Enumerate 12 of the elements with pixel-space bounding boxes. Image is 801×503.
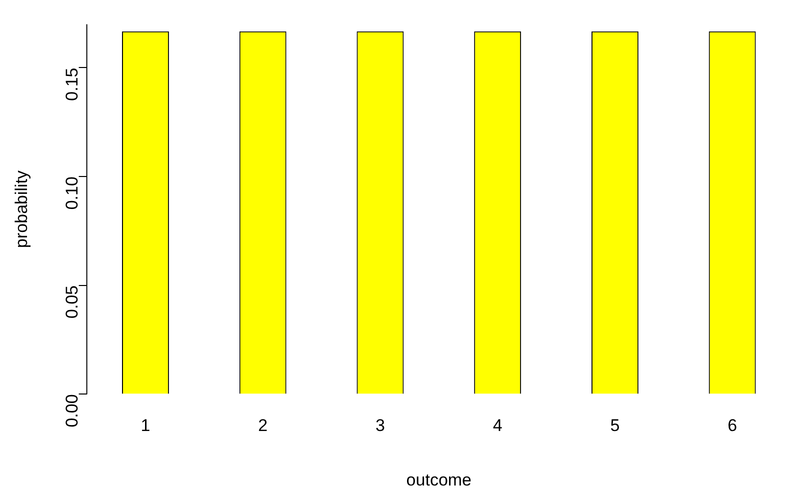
y-axis-title: probability (12, 170, 31, 248)
x-axis-title: outcome (406, 470, 472, 490)
x-tick-label: 6 (728, 416, 738, 436)
x-tick-label: 3 (375, 416, 385, 436)
y-tick-label: 0.05 (62, 285, 82, 318)
y-tick-label: 0.10 (62, 176, 82, 210)
x-tick-label: 1 (140, 416, 150, 436)
x-tick-label: 4 (492, 416, 502, 436)
x-tick-label: 2 (258, 416, 268, 436)
y-tick-label: 0.15 (62, 68, 82, 101)
y-tick-label: 0.00 (62, 394, 82, 428)
x-tick-label: 5 (610, 416, 620, 436)
